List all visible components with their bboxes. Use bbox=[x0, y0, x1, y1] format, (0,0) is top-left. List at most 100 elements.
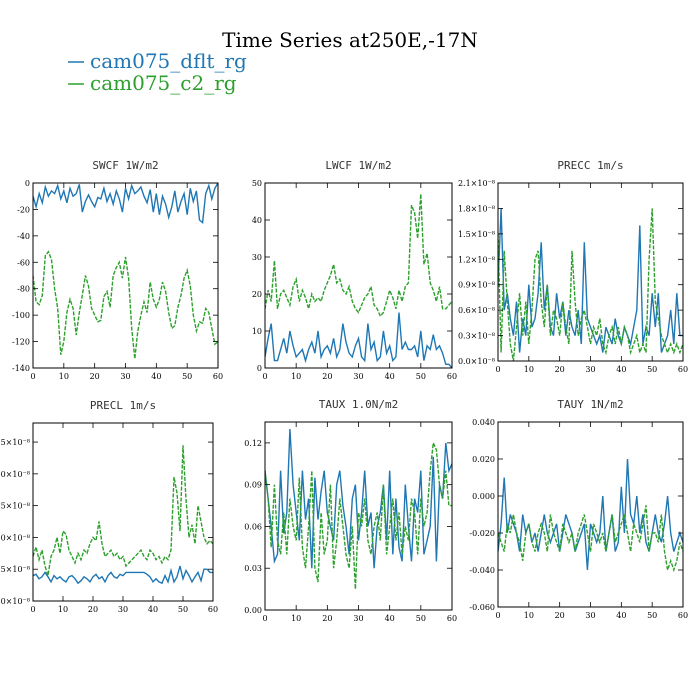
panel-6: TAUY 1N/m2 0 10 20 30 40 50 60 -0.060 -0.040 -0.02… bbox=[469, 398, 688, 620]
legend: cam075_dflt_rg cam075_c2_rg bbox=[68, 49, 247, 95]
panel-title: PRECC 1m/s bbox=[557, 159, 623, 172]
x-tick-label: 40 bbox=[148, 605, 158, 614]
panel-3: PRECC 1m/s 0 10 20 30 40 50 60 0.0×10⁻⁸ 0.3×10⁻⁸ 0… bbox=[458, 159, 688, 374]
y-tick-label: -40 bbox=[17, 232, 30, 241]
x-tick-label: 50 bbox=[647, 365, 657, 374]
x-tick-label: 60 bbox=[208, 605, 218, 614]
y-tick-label: -0.040 bbox=[469, 566, 495, 575]
x-tick-label: 30 bbox=[585, 611, 595, 620]
y-tick-label: 0.00 bbox=[244, 606, 262, 615]
panel-title: SWCF 1W/m2 bbox=[92, 159, 158, 172]
y-tick-label: 0.0×10⁻⁸ bbox=[0, 597, 30, 606]
y-tick-label: 0.03 bbox=[244, 564, 262, 573]
y-tick-label: -120 bbox=[12, 338, 30, 347]
y-tick-label: -100 bbox=[12, 311, 30, 320]
y-tick-label: 40 bbox=[252, 216, 262, 225]
series-line-2 bbox=[265, 440, 452, 590]
panel-1: SWCF 1W/m2 0 10 20 30 40 50 60 0 -20 -40 -60 -80 -100… bbox=[12, 159, 223, 381]
series-line-1 bbox=[265, 428, 452, 569]
y-tick-label: -0.060 bbox=[469, 603, 495, 612]
x-tick-label: 50 bbox=[182, 372, 192, 381]
x-tick-label: 40 bbox=[385, 372, 395, 381]
x-tick-label: 20 bbox=[322, 614, 332, 623]
panel-4: PRECL 1m/s 0 10 20 30 40 50 60 0.0×10⁻⁸ 0.5×10⁻⁸ 1… bbox=[0, 399, 218, 614]
y-tick-label: 0.06 bbox=[244, 522, 262, 531]
x-tick-label: 10 bbox=[291, 614, 301, 623]
y-tick-label: 50 bbox=[252, 179, 262, 188]
series-line-1 bbox=[498, 208, 683, 353]
plot-frame bbox=[32, 422, 214, 602]
x-tick-label: 10 bbox=[59, 372, 69, 381]
y-tick-label: 0 bbox=[257, 364, 262, 373]
x-tick-label: 40 bbox=[151, 372, 161, 381]
x-tick-label: 20 bbox=[88, 605, 98, 614]
y-tick-label: 30 bbox=[252, 253, 262, 262]
x-tick-label: 30 bbox=[585, 365, 595, 374]
x-tick-label: 0 bbox=[495, 365, 500, 374]
x-tick-label: 0 bbox=[30, 605, 35, 614]
figure-title: Time Series at250E,-17N bbox=[222, 28, 478, 52]
y-tick-label: -20 bbox=[17, 205, 30, 214]
series-line-2 bbox=[498, 208, 683, 361]
x-tick-label: 10 bbox=[291, 372, 301, 381]
x-tick-label: 30 bbox=[353, 614, 363, 623]
x-tick-label: 60 bbox=[678, 611, 688, 620]
y-tick-label: -140 bbox=[12, 364, 30, 373]
x-tick-label: 50 bbox=[178, 605, 188, 614]
y-tick-label: 1.5×10⁻⁸ bbox=[0, 502, 30, 511]
y-tick-label: 0 bbox=[25, 179, 30, 188]
series-line-2 bbox=[498, 505, 683, 573]
y-tick-label: 1.8×10⁻⁸ bbox=[458, 204, 495, 213]
series-line-2 bbox=[33, 445, 213, 576]
x-tick-label: 0 bbox=[262, 372, 267, 381]
y-tick-label: 0.12 bbox=[244, 439, 262, 448]
x-tick-label: 20 bbox=[555, 611, 565, 620]
x-tick-label: 60 bbox=[213, 372, 223, 381]
panel-title: PRECL 1m/s bbox=[90, 399, 156, 412]
x-tick-label: 20 bbox=[555, 365, 565, 374]
series-line-1 bbox=[265, 312, 452, 368]
panel-title: TAUY 1N/m2 bbox=[557, 398, 623, 411]
y-tick-label: 0.9×10⁻⁸ bbox=[458, 281, 495, 290]
legend-label-1: cam075_dflt_rg bbox=[90, 49, 247, 73]
x-tick-label: 60 bbox=[447, 614, 457, 623]
y-tick-label: 0.020 bbox=[472, 455, 495, 464]
y-tick-label: 0.0×10⁻⁸ bbox=[458, 357, 495, 366]
y-tick-label: -0.020 bbox=[469, 529, 495, 538]
x-tick-label: 50 bbox=[416, 614, 426, 623]
series-line-2 bbox=[33, 250, 218, 359]
x-tick-label: 30 bbox=[118, 605, 128, 614]
x-tick-label: 40 bbox=[385, 614, 395, 623]
x-tick-label: 20 bbox=[322, 372, 332, 381]
y-tick-label: 0.3×10⁻⁸ bbox=[458, 332, 495, 341]
plot-frame bbox=[32, 182, 219, 369]
series-line-2 bbox=[265, 194, 452, 318]
y-tick-label: 1.2×10⁻⁸ bbox=[458, 255, 495, 264]
y-tick-label: 1.5×10⁻⁸ bbox=[458, 230, 495, 239]
x-tick-label: 10 bbox=[524, 611, 534, 620]
y-tick-label: 0.040 bbox=[472, 418, 495, 427]
y-tick-label: -80 bbox=[17, 285, 30, 294]
x-tick-label: 50 bbox=[647, 611, 657, 620]
x-tick-label: 60 bbox=[447, 372, 457, 381]
x-tick-label: 20 bbox=[90, 372, 100, 381]
y-tick-label: 0.5×10⁻⁸ bbox=[0, 565, 30, 574]
y-tick-label: 2.1×10⁻⁸ bbox=[458, 179, 495, 188]
x-tick-label: 60 bbox=[678, 365, 688, 374]
y-tick-label: 2.5×10⁻⁸ bbox=[0, 438, 30, 447]
x-tick-label: 30 bbox=[353, 372, 363, 381]
legend-label-2: cam075_c2_rg bbox=[90, 71, 237, 95]
x-tick-label: 50 bbox=[416, 372, 426, 381]
y-tick-label: 0.09 bbox=[244, 481, 262, 490]
x-tick-label: 40 bbox=[616, 611, 626, 620]
y-tick-label: 10 bbox=[252, 327, 262, 336]
x-tick-label: 10 bbox=[524, 365, 534, 374]
x-tick-label: 0 bbox=[495, 611, 500, 620]
x-tick-label: 0 bbox=[30, 372, 35, 381]
y-tick-label: 0.6×10⁻⁸ bbox=[458, 306, 495, 315]
y-tick-label: 1.0×10⁻⁸ bbox=[0, 533, 30, 542]
series-line-1 bbox=[33, 183, 218, 224]
panel-5: TAUX 1.0N/m2 0 10 20 30 40 50 60 0.00 0.03 0.06 0.0… bbox=[244, 398, 457, 623]
y-tick-label: 0.000 bbox=[472, 492, 495, 501]
